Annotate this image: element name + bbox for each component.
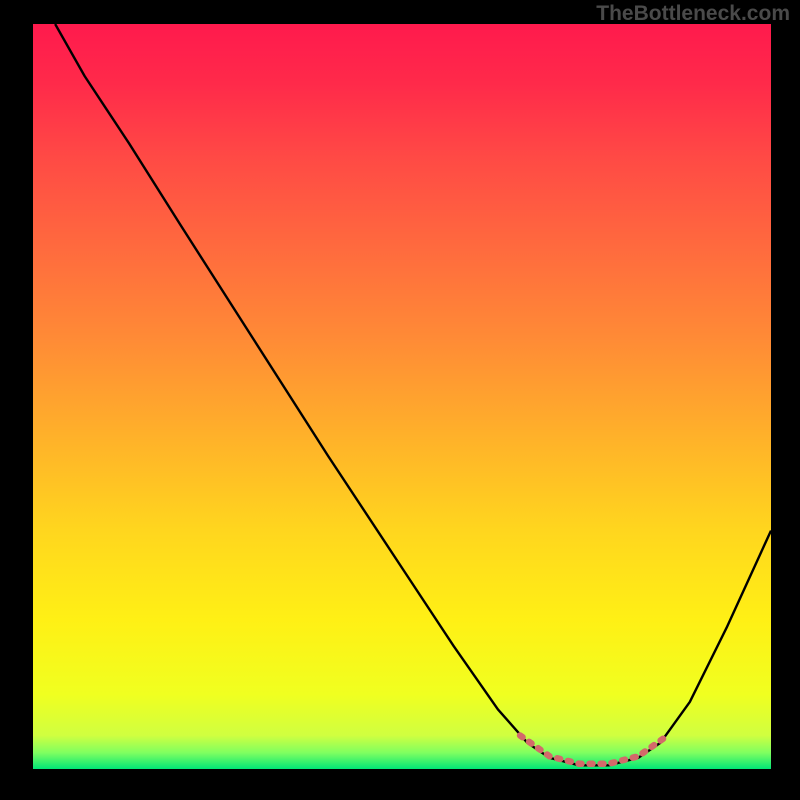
watermark-text: TheBottleneck.com <box>596 2 790 26</box>
chart-background-gradient <box>33 24 771 769</box>
chart-plot-area <box>33 24 771 769</box>
